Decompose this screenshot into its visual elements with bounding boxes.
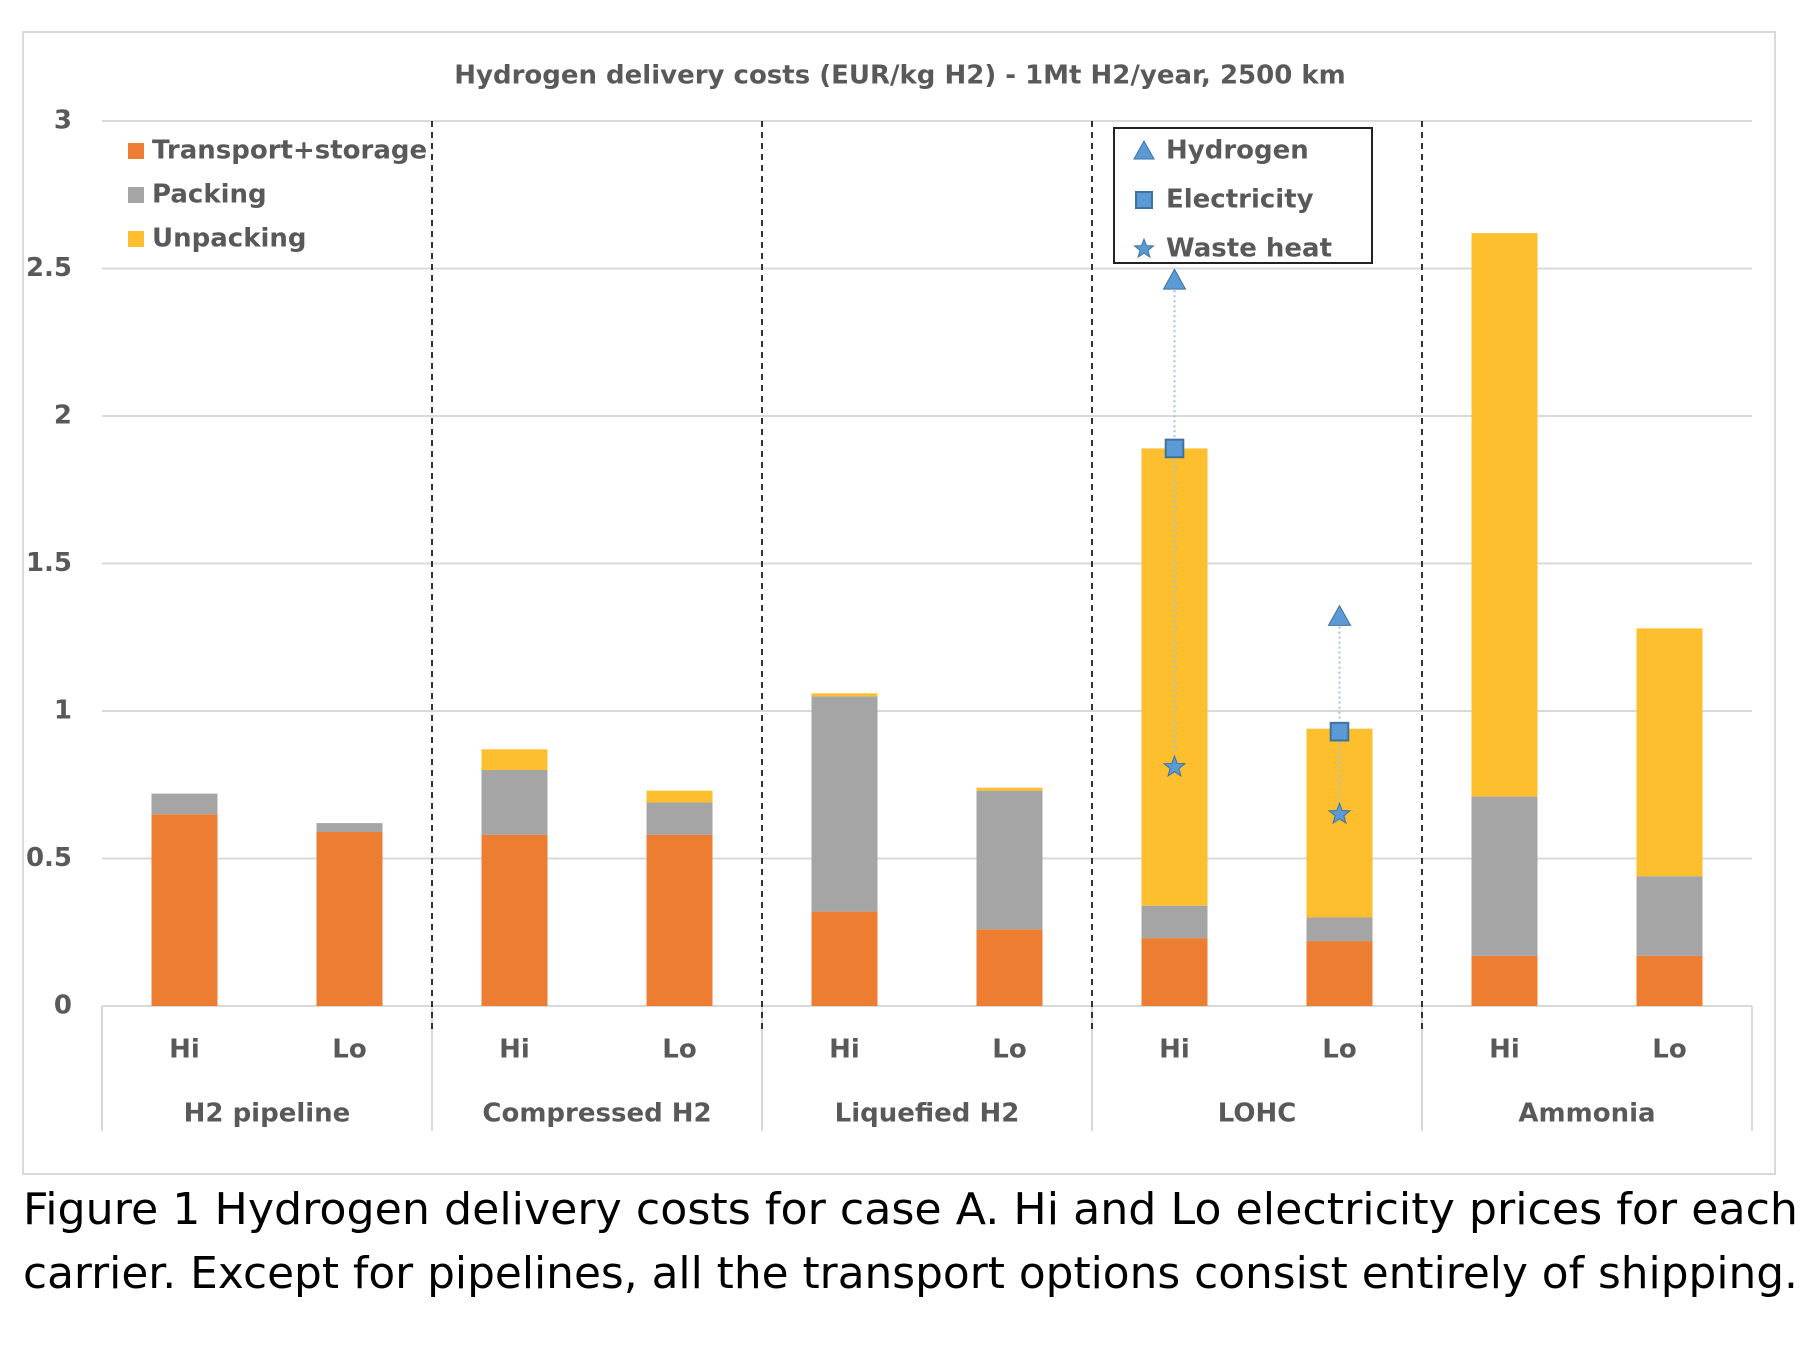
bar-segment — [151, 793, 218, 815]
y-tick-label: 3 — [54, 106, 72, 136]
legend-label: Waste heat — [1166, 234, 1332, 264]
legend-label: Transport+storage — [152, 136, 427, 166]
legend-label: Unpacking — [152, 224, 307, 254]
x-tick-label: Hi — [169, 1035, 200, 1065]
bar-segment — [316, 823, 383, 832]
x-tick-label: Hi — [1159, 1035, 1190, 1065]
bar-segment — [1306, 917, 1373, 942]
bar-segment — [1471, 796, 1538, 956]
y-tick-label: 0 — [54, 991, 72, 1021]
bar-segment — [1471, 955, 1538, 1006]
bar-segment — [1141, 938, 1208, 1006]
marker-star — [1162, 754, 1187, 778]
y-tick-label: 2.5 — [26, 253, 72, 283]
marker-triangle — [1133, 139, 1155, 160]
bar-segment — [316, 831, 383, 1006]
bar-segment — [646, 802, 713, 835]
marker-square — [1135, 191, 1153, 209]
x-tick-label: Lo — [662, 1035, 696, 1065]
bar-segment — [1306, 941, 1373, 1006]
group-label: Compressed H2 — [482, 1099, 711, 1129]
bar-segment — [811, 696, 878, 912]
legend-label: Packing — [152, 180, 267, 210]
bar-segment — [1471, 233, 1538, 797]
marker-star — [1133, 237, 1155, 259]
x-tick-label: Lo — [1322, 1035, 1356, 1065]
bar-segment — [481, 770, 548, 835]
bar-segment — [811, 693, 878, 697]
legend-swatch — [128, 143, 144, 159]
group-label: Liquefied H2 — [835, 1099, 1020, 1129]
caption: carrier. Except for pipelines, all the t… — [23, 1248, 1798, 1299]
y-tick-label: 0.5 — [26, 843, 72, 873]
marker-square — [1329, 721, 1350, 742]
bar-segment — [646, 790, 713, 803]
y-tick-label: 2 — [54, 401, 72, 431]
legend-label: Hydrogen — [1166, 136, 1309, 166]
bar-segment — [1636, 876, 1703, 956]
bar-segment — [151, 814, 218, 1006]
y-tick-label: 1 — [54, 696, 72, 726]
marker-triangle — [1162, 268, 1187, 290]
bar-segment — [1636, 628, 1703, 877]
bar-segment — [976, 929, 1043, 1006]
group-label: LOHC — [1218, 1099, 1297, 1129]
x-tick-label: Lo — [1652, 1035, 1686, 1065]
chart-title: Hydrogen delivery costs (EUR/kg H2) - 1M… — [454, 61, 1346, 91]
marker-star — [1327, 801, 1352, 825]
bar-segment — [481, 834, 548, 1006]
marker-triangle — [1327, 604, 1352, 626]
group-label: H2 pipeline — [184, 1099, 351, 1129]
bar-segment — [811, 911, 878, 1006]
x-tick-label: Hi — [499, 1035, 530, 1065]
bar-segment — [976, 787, 1043, 791]
bar-segment — [976, 790, 1043, 930]
marker-legend-box — [1113, 127, 1373, 264]
x-tick-label: Lo — [992, 1035, 1026, 1065]
bar-segment — [481, 749, 548, 770]
bar-segment — [646, 834, 713, 1006]
legend-label: Electricity — [1166, 185, 1314, 215]
y-tick-label: 1.5 — [26, 548, 72, 578]
bar-segment — [1141, 905, 1208, 939]
x-tick-label: Hi — [1489, 1035, 1520, 1065]
bar-segment — [1306, 728, 1373, 918]
group-label: Ammonia — [1518, 1099, 1655, 1129]
legend-swatch — [128, 187, 144, 203]
bar-segment — [1636, 955, 1703, 1006]
marker-square — [1164, 438, 1185, 459]
x-tick-label: Hi — [829, 1035, 860, 1065]
x-tick-label: Lo — [332, 1035, 366, 1065]
caption: Figure 1 Hydrogen delivery costs for cas… — [23, 1184, 1798, 1235]
legend-swatch — [128, 231, 144, 247]
